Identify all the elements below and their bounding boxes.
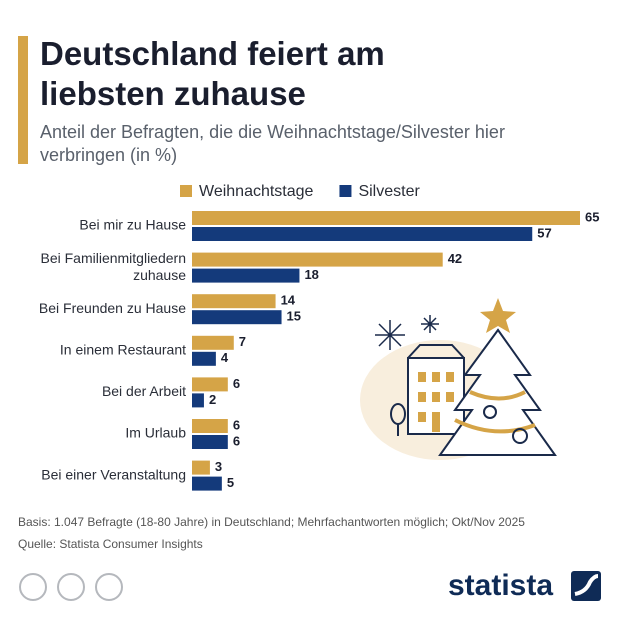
category-label: Im Urlaub bbox=[125, 425, 186, 441]
bar bbox=[192, 351, 216, 366]
bar bbox=[192, 294, 276, 309]
category-label: Bei Freunden zu Hause bbox=[39, 300, 186, 316]
category-label: Bei mir zu Hause bbox=[79, 217, 186, 233]
brand: statista bbox=[448, 569, 553, 602]
legend-swatch bbox=[339, 185, 352, 197]
bar bbox=[192, 252, 443, 267]
value-label: 2 bbox=[209, 392, 216, 407]
note: Basis: 1.047 Befragte (18-80 Jahre) in D… bbox=[18, 515, 525, 529]
source: Quelle: Statista Consumer Insights bbox=[18, 537, 203, 551]
value-label: 18 bbox=[304, 267, 318, 282]
value-label: 5 bbox=[227, 475, 234, 490]
value-label: 57 bbox=[537, 225, 551, 240]
value-label: 6 bbox=[233, 376, 240, 391]
category-label: Bei der Arbeit bbox=[102, 383, 186, 399]
category-label: Bei Familienmitgliedern zuhause bbox=[40, 250, 186, 283]
legend-label: Weihnachtstage bbox=[199, 183, 314, 200]
bar bbox=[192, 310, 282, 325]
bar bbox=[192, 476, 222, 491]
bar bbox=[192, 211, 580, 225]
chart-subtitle: Anteil der Befragten, die die Weihnachts… bbox=[40, 122, 505, 165]
value-label: 7 bbox=[239, 334, 246, 349]
bar bbox=[192, 460, 210, 475]
bar bbox=[192, 227, 533, 241]
bar bbox=[192, 377, 228, 392]
bar bbox=[192, 419, 228, 433]
value-label: 6 bbox=[233, 417, 240, 432]
value-label: 3 bbox=[215, 459, 222, 474]
category-label: In einem Restaurant bbox=[60, 342, 186, 358]
value-label: 42 bbox=[448, 251, 462, 266]
accent-bar bbox=[18, 36, 28, 164]
logo-mark bbox=[571, 571, 601, 601]
bar bbox=[192, 393, 204, 408]
bar bbox=[192, 268, 300, 283]
chart-title: Deutschland feiert am liebsten zuhause bbox=[40, 35, 385, 112]
illustration bbox=[360, 298, 557, 460]
bar bbox=[192, 335, 234, 350]
value-label: 14 bbox=[281, 293, 296, 308]
legend-label: Silvester bbox=[358, 183, 420, 200]
legend-swatch bbox=[180, 185, 192, 197]
value-label: 65 bbox=[585, 209, 599, 224]
value-label: 4 bbox=[221, 350, 229, 365]
value-label: 15 bbox=[287, 309, 301, 324]
category-label: Bei einer Veranstaltung bbox=[41, 466, 186, 482]
value-label: 6 bbox=[233, 433, 240, 448]
cc-icons bbox=[19, 573, 123, 601]
bar bbox=[192, 435, 228, 449]
